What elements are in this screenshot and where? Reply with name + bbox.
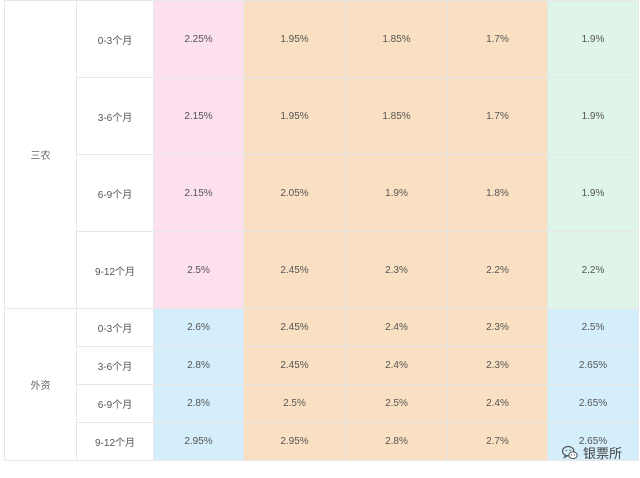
table-row: 3-6个月 2.15% 1.95% 1.85% 1.7% 1.9% <box>5 77 639 155</box>
rate-cell: 2.6% <box>153 308 244 347</box>
rate-cell: 2.4% <box>447 384 548 423</box>
rate-cell: 2.3% <box>447 308 548 347</box>
rate-cell: 2.95% <box>153 422 244 461</box>
rate-cell: 2.45% <box>243 308 346 347</box>
rate-cell: 2.4% <box>345 308 448 347</box>
term-cell: 3-6个月 <box>76 346 154 385</box>
rate-cell: 1.8% <box>447 154 548 232</box>
rate-cell: 1.9% <box>547 0 639 78</box>
table-row: 9-12个月 2.5% 2.45% 2.3% 2.2% 2.2% <box>5 231 639 309</box>
rate-cell: 1.85% <box>345 77 448 155</box>
rate-cell: 2.8% <box>345 422 448 461</box>
rate-cell: 1.9% <box>547 154 639 232</box>
rate-cell: 1.9% <box>345 154 448 232</box>
rate-cell: 2.15% <box>153 154 244 232</box>
table-row: 9-12个月 2.95% 2.95% 2.8% 2.7% 2.65% <box>5 422 639 461</box>
rate-cell: 1.9% <box>547 77 639 155</box>
rate-cell: 1.7% <box>447 0 548 78</box>
rate-cell: 2.15% <box>153 77 244 155</box>
group-label-waizi: 外资 <box>4 308 77 461</box>
rate-cell: 2.05% <box>243 154 346 232</box>
table-row: 3-6个月 2.8% 2.45% 2.4% 2.3% 2.65% <box>5 346 639 385</box>
rate-cell: 2.7% <box>447 422 548 461</box>
watermark: 银票所 <box>561 443 622 462</box>
table-row: 6-9个月 2.8% 2.5% 2.5% 2.4% 2.65% <box>5 384 639 423</box>
rate-cell: 1.85% <box>345 0 448 78</box>
group-label-sannong: 三农 <box>4 0 77 309</box>
table-row: 三农 0-3个月 2.25% 1.95% 1.85% 1.7% 1.9% <box>4 0 639 309</box>
rate-cell: 2.2% <box>447 231 548 309</box>
wechat-icon <box>561 445 578 459</box>
watermark-text: 银票所 <box>582 447 622 462</box>
term-cell: 3-6个月 <box>76 77 154 155</box>
rate-cell: 2.45% <box>243 231 346 309</box>
term-cell: 9-12个月 <box>76 422 154 461</box>
term-cell: 6-9个月 <box>76 154 154 232</box>
rate-cell: 2.45% <box>243 346 346 385</box>
rate-cell: 1.95% <box>243 77 346 155</box>
rate-cell: 2.95% <box>243 422 346 461</box>
rate-cell: 2.65% <box>547 346 639 385</box>
rate-cell: 2.65% <box>547 384 639 423</box>
table-row: 6-9个月 2.15% 2.05% 1.9% 1.8% 1.9% <box>5 154 639 232</box>
term-cell: 0-3个月 <box>76 308 154 347</box>
rate-cell: 2.5% <box>547 308 639 347</box>
rate-cell: 2.2% <box>547 231 639 309</box>
rate-cell: 2.65% <box>547 422 639 461</box>
rate-cell: 2.25% <box>153 0 244 78</box>
rate-cell: 2.8% <box>153 346 244 385</box>
rate-cell: 2.5% <box>345 384 448 423</box>
rate-cell: 2.3% <box>345 231 448 309</box>
rate-table: 三农 0-3个月 2.25% 1.95% 1.85% 1.7% 1.9% 3-6… <box>4 0 639 461</box>
table-row: 外资 0-3个月 2.6% 2.45% 2.4% 2.3% 2.5% <box>4 308 639 461</box>
term-cell: 0-3个月 <box>76 0 154 78</box>
rate-cell: 2.5% <box>153 231 244 309</box>
term-cell: 9-12个月 <box>76 231 154 309</box>
term-cell: 6-9个月 <box>76 384 154 423</box>
rate-cell: 2.8% <box>153 384 244 423</box>
rate-cell: 2.3% <box>447 346 548 385</box>
rate-cell: 2.4% <box>345 346 448 385</box>
rate-cell: 2.5% <box>243 384 346 423</box>
rate-cell: 1.95% <box>243 0 346 78</box>
rate-cell: 1.7% <box>447 77 548 155</box>
